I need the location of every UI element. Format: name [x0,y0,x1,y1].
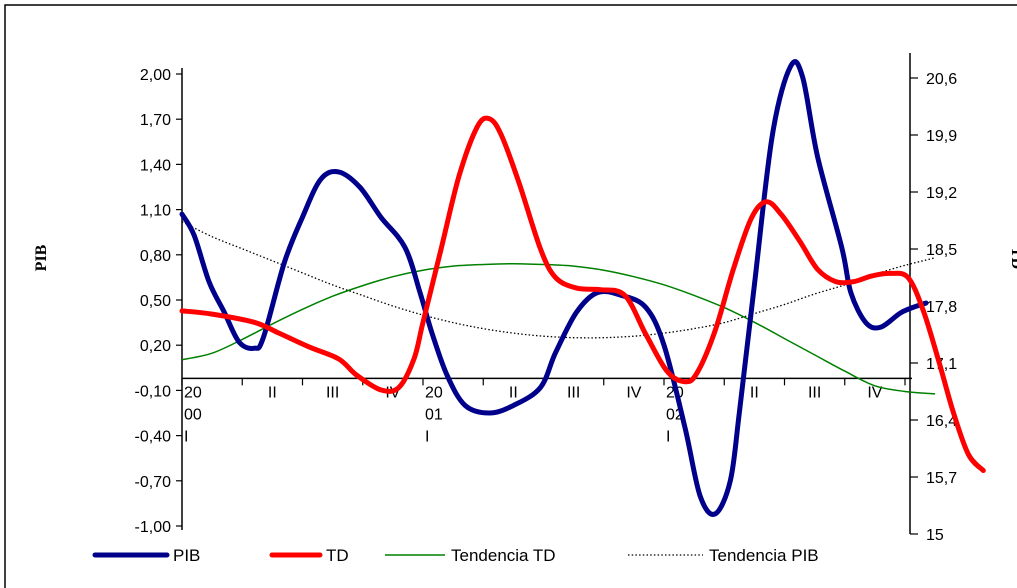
legend-label-pib: PIB [173,546,200,565]
chart-border [4,4,1017,588]
series-layer [179,59,986,517]
y-left-tick-label: 2,00 [140,67,171,84]
y-left-tick-label: 0,20 [140,338,171,355]
y-right-tick-label: 17,8 [926,299,957,316]
y-left-tick-label: -0,10 [135,383,172,400]
y-right-tick-label: 19,2 [926,185,957,202]
legend-label-tendencia-td: Tendencia TD [451,546,556,565]
y-left-tick-label: -0,40 [135,429,172,446]
x-tick-label: III [326,384,339,401]
y-left-tick-label: 1,70 [140,112,171,129]
series-line-pib [179,59,929,517]
legend: PIB TD Tendencia TD Tendencia PIB [92,546,819,565]
legend-label-tendencia-pib: Tendencia PIB [709,546,819,565]
x-tick-label: IV [867,384,882,401]
y-left-tick-label: 0,80 [140,248,171,265]
y-right-axis-title: TD [1008,247,1017,269]
y-right-tick-label: 16,4 [926,413,957,430]
y-right-tick-label: 15 [926,527,944,544]
y-left-tick-label: 1,40 [140,157,171,174]
series-line-td [179,115,986,473]
y-right-tick-label: 18,5 [926,242,957,259]
series-line-tendencia-pib [181,221,936,339]
x-tick-label: 20 00 I [184,384,202,445]
series-line-tendencia-td [181,262,936,395]
x-tick-label: II [509,384,518,401]
y-left-tick-label: -0,70 [135,474,172,491]
y-right-tick-label: 20,6 [926,71,957,88]
y-left-tick-label: -1,00 [135,519,172,536]
y-right-tick-label: 19,9 [926,128,957,145]
x-tick-label: II [268,384,277,401]
x-tick-label: II [750,384,759,401]
y-left-tick-label: 0,50 [140,293,171,310]
x-tick-label: III [567,384,580,401]
y-left-axis-title: PIB [33,244,50,271]
x-tick-label: III [808,384,821,401]
x-tick-label: 20 01 I [425,384,443,445]
y-left-tick-label: 1,10 [140,203,171,220]
x-tick-label: IV [626,384,641,401]
y-right-tick-label: 15,7 [926,470,957,487]
legend-label-td: TD [326,546,349,565]
axes-layer: 2,00 1,70 1,40 1,10 0,80 0,50 0,20 -0,10 -0,40 -0… [135,53,957,544]
